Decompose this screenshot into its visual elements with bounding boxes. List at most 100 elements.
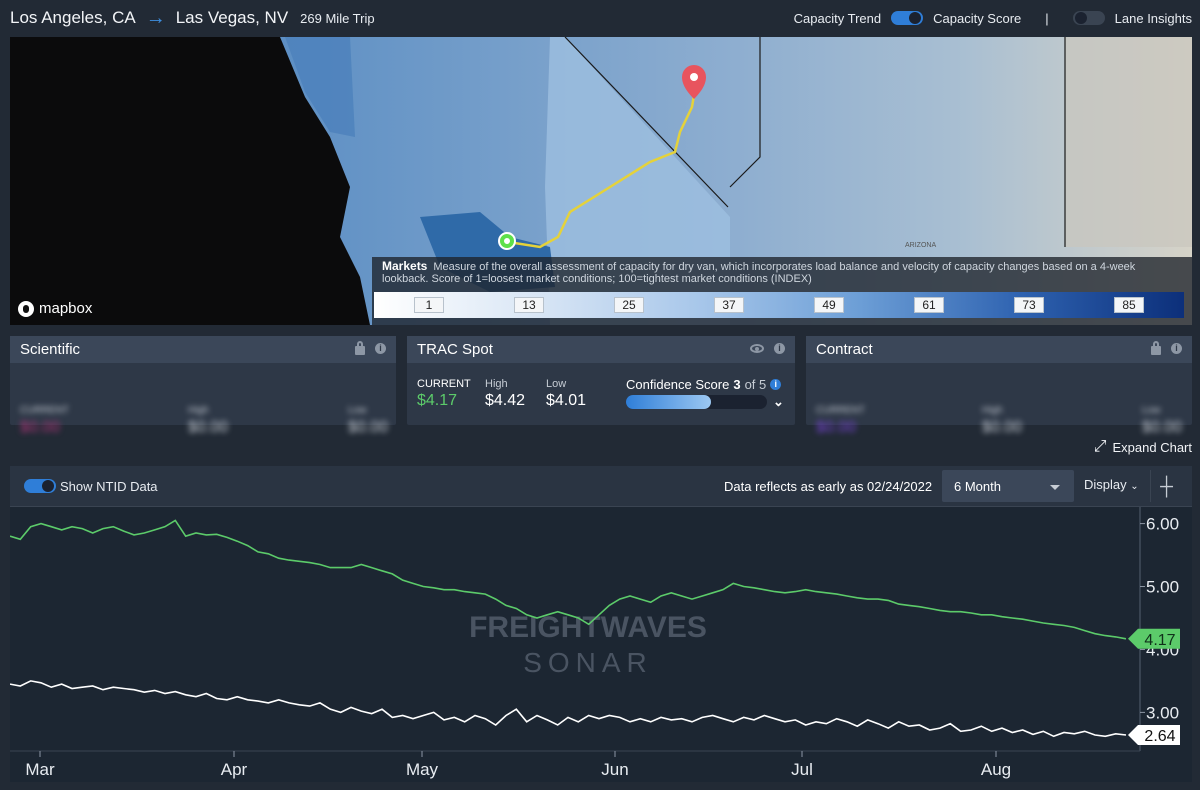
state-label: ARIZONA <box>905 242 936 249</box>
destination-label: Las Vegas, NV <box>175 8 289 27</box>
last-value-labels: 4.17 2.64 <box>1128 628 1180 746</box>
inland-region <box>545 37 730 325</box>
caret-down-icon <box>1050 485 1060 490</box>
trac-spot-card: TRAC Spot i CURRENT $4.17 High $4.42 Low… <box>407 336 795 425</box>
capacity-scale: 1 13 25 37 49 61 73 85 <box>374 292 1184 318</box>
expand-label: Expand Chart <box>1112 439 1193 455</box>
arrow-right-icon: → <box>145 6 166 29</box>
high-label: High <box>188 405 209 416</box>
last-value-label: 2.64 <box>1128 725 1180 746</box>
toggle-knob <box>42 480 54 492</box>
y-tick-label: 6.00 <box>1146 515 1179 534</box>
capacity-toggle[interactable] <box>891 11 924 25</box>
card-icons: i <box>355 341 386 355</box>
chart-toolbar: Show NTID Data Data reflects as early as… <box>10 466 1192 506</box>
capacity-trend-label: Capacity Trend <box>793 10 882 26</box>
lane-map[interactable]: ARIZONA Markets Measure of the overall as… <box>10 37 1192 325</box>
current-value: $0.00 <box>20 419 61 436</box>
series-group <box>9 519 1127 738</box>
destination-pin-icon[interactable] <box>682 65 706 99</box>
chart-svg[interactable]: FREIGHTWAVES SONAR 6.005.004.003.00 Mar A… <box>9 507 1192 783</box>
x-tick-label: Jul <box>791 760 813 779</box>
card-title: TRAC Spot <box>417 341 493 358</box>
markets-desc: Measure of the overall assessment of cap… <box>382 261 1136 285</box>
trip-distance: 269 Mile Trip <box>300 10 375 26</box>
eye-icon[interactable] <box>750 344 764 353</box>
watermark-product: SONAR <box>523 647 653 678</box>
markets-description: Markets Measure of the overall assessment… <box>372 260 1192 285</box>
confidence-fill <box>626 395 711 409</box>
y-tick-label: 3.00 <box>1146 703 1179 722</box>
last-value-text: 2.64 <box>1144 728 1175 745</box>
trac-header: TRAC Spot i <box>407 336 795 363</box>
low-label: Low <box>348 405 367 416</box>
data-note: Data reflects as early as 02/24/2022 <box>724 479 933 494</box>
contract-card: Contract i CURRENT $0.00 High $0.00 Low … <box>806 336 1192 436</box>
expand-chart-button[interactable]: ⤢ Expand Chart <box>1094 438 1192 456</box>
high-label: High <box>982 405 1003 416</box>
last-value-label: 4.17 <box>1128 628 1180 649</box>
expand-icon: ⤢ <box>1093 438 1107 455</box>
markets-legend: Markets Measure of the overall assessment… <box>372 257 1192 325</box>
mapbox-attribution[interactable]: mapbox <box>18 300 92 317</box>
current-label: CURRENT <box>417 378 471 390</box>
display-menu[interactable]: Display ⌄ <box>1084 477 1139 492</box>
route-line <box>507 94 696 249</box>
markets-title: Markets <box>382 259 428 273</box>
info-icon[interactable]: i <box>1171 343 1182 354</box>
scale-tick: 85 <box>1114 297 1144 313</box>
low-label: Low <box>546 378 567 390</box>
confidence-label: Confidence Score <box>626 377 730 392</box>
scale-tick: 73 <box>1014 297 1044 313</box>
mapbox-logo-icon <box>18 300 34 317</box>
lane-insights-label: Lane Insights <box>1114 10 1192 26</box>
card-title: Contract <box>816 341 873 358</box>
confidence-score: Confidence Score 3 of 5 i <box>626 377 782 392</box>
ntid-label: Show NTID Data <box>60 479 158 494</box>
scientific-header: Scientific i <box>10 336 396 363</box>
map-canvas[interactable]: ARIZONA <box>10 37 1192 325</box>
origin-pin-dot <box>504 238 510 244</box>
mapbox-text: mapbox <box>39 300 93 317</box>
chevron-down-icon[interactable]: ⌄ <box>773 394 784 409</box>
coastal-region <box>285 37 355 137</box>
spot-rate-line[interactable] <box>9 519 1127 640</box>
low-value: $0.00 <box>1142 419 1183 436</box>
price-chart[interactable]: FREIGHTWAVES SONAR 6.00 5.00 4.00 3.00 Mar A… <box>9 506 1192 783</box>
range-value: 6 Month <box>954 479 1001 494</box>
ntid-toggle[interactable] <box>24 479 56 493</box>
confidence-value: 3 <box>733 377 741 392</box>
info-icon[interactable]: i <box>774 343 785 354</box>
last-value-badge <box>1128 628 1180 649</box>
lock-icon[interactable] <box>1151 341 1161 355</box>
card-title: Scientific <box>20 341 81 358</box>
last-value-badge <box>1128 725 1180 746</box>
current-value: $4.17 <box>417 392 458 409</box>
watermark: FREIGHTWAVES SONAR <box>469 611 707 678</box>
scale-tick: 1 <box>414 297 444 313</box>
contract-header: Contract i <box>806 336 1192 363</box>
y-tick-label: 5.00 <box>1146 578 1179 597</box>
card-icons: i <box>1151 341 1182 355</box>
separator: | <box>1045 10 1049 26</box>
info-icon[interactable]: i <box>770 379 782 390</box>
display-label: Display <box>1084 477 1127 492</box>
lane-insights-toggle[interactable] <box>1072 11 1105 25</box>
toggle-knob <box>909 12 922 24</box>
x-tick-label: Aug <box>981 760 1011 779</box>
range-select[interactable]: 6 Month <box>942 470 1074 502</box>
crosshair-icon[interactable]: ┼ <box>1150 470 1182 502</box>
watermark-brand: FREIGHTWAVES <box>469 611 707 644</box>
info-icon[interactable]: i <box>375 343 386 354</box>
confidence-bar <box>626 395 767 409</box>
high-value: $0.00 <box>982 419 1023 436</box>
current-value: $0.00 <box>816 419 857 436</box>
low-value: $4.01 <box>546 392 587 409</box>
lock-icon[interactable] <box>355 341 365 355</box>
confidence-of: of 5 <box>744 377 767 392</box>
scale-tick: 61 <box>914 297 944 313</box>
x-ticks: Mar Apr May Jun Jul Aug <box>25 751 1011 779</box>
x-tick-label: Apr <box>221 760 248 779</box>
east-region <box>870 37 1192 247</box>
ntid-line[interactable] <box>9 680 1127 738</box>
